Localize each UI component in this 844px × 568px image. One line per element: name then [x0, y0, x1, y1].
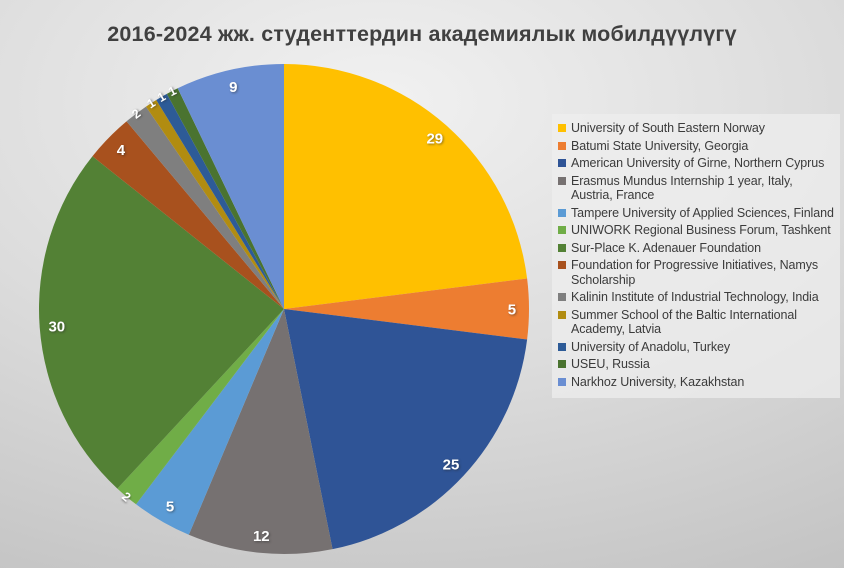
legend-item-11[interactable]: USEU, Russia — [558, 357, 834, 372]
legend-item-label: Sur-Place K. Adenauer Foundation — [571, 240, 761, 255]
legend-item-label: University of Anadolu, Turkey — [571, 339, 730, 354]
legend-swatch-icon — [558, 293, 566, 301]
pie-slice-label-1: 5 — [508, 301, 516, 318]
legend-item-2[interactable]: American University of Girne, Northern C… — [558, 156, 834, 171]
legend-item-label: American University of Girne, Northern C… — [571, 156, 825, 170]
legend-swatch-icon — [558, 226, 566, 234]
legend-item-7[interactable]: Foundation for Progressive Initiatives, … — [558, 258, 834, 287]
legend-swatch-icon — [558, 377, 566, 386]
legend-item-3[interactable]: Erasmus Mundus Internship 1 year, Italy,… — [558, 174, 834, 203]
legend-item-0[interactable]: University of South Eastern Norway — [558, 121, 834, 136]
chart-title: 2016-2024 жж. студенттердин академиялык … — [107, 22, 737, 46]
pie-slice-8[interactable] — [126, 106, 285, 309]
pie-slice-12[interactable] — [177, 63, 284, 309]
legend-item-label: USEU, Russia — [571, 357, 650, 371]
legend-item-label: Summer School of the Baltic Internationa… — [571, 307, 797, 337]
legend-item-10[interactable]: University of Anadolu, Turkey — [558, 340, 834, 355]
pie-slice-label-6: 30 — [48, 318, 65, 335]
legend-item-label: Narkhoz University, Kazakhstan — [571, 374, 745, 389]
legend-swatch-icon — [558, 124, 566, 132]
legend-swatch-icon — [558, 342, 566, 351]
legend-item-9[interactable]: Summer School of the Baltic Internationa… — [558, 308, 834, 337]
legend-item-label: Kalinin Institute of Industrial Technolo… — [571, 290, 819, 304]
legend-item-1[interactable]: Batumi State University, Georgia — [558, 139, 834, 154]
pie-slice-6[interactable] — [38, 156, 285, 489]
pie-slice-0[interactable] — [284, 64, 528, 309]
pie-slice-7[interactable] — [92, 121, 284, 309]
legend-swatch-icon — [558, 261, 566, 269]
legend-swatch-icon — [558, 141, 566, 150]
legend-swatch-icon — [558, 243, 566, 252]
legend-item-label: University of South Eastern Norway — [571, 121, 765, 135]
legend-item-label: Foundation for Progressive Initiatives, … — [571, 258, 818, 287]
pie-slice-10[interactable] — [156, 93, 284, 309]
legend-item-4[interactable]: Tampere University of Applied Sciences, … — [558, 206, 834, 221]
legend: University of South Eastern Norway Batumi… — [552, 114, 840, 398]
legend-swatch-icon — [558, 176, 566, 185]
pie-slice-4[interactable] — [136, 309, 284, 535]
pie-slice-label-4: 5 — [166, 499, 174, 516]
pie-slice-label-0: 29 — [426, 130, 443, 147]
legend-item-label: Tampere University of Applied Sciences, … — [571, 205, 834, 220]
pie-slice-label-3: 12 — [253, 528, 270, 545]
legend-item-12[interactable]: Narkhoz University, Kazakhstan — [558, 375, 834, 390]
legend-item-label: Erasmus Mundus Internship 1 year, Italy,… — [571, 173, 793, 203]
pie-slice-label-7: 4 — [117, 142, 126, 159]
legend-swatch-icon — [558, 310, 566, 319]
pie-slice-9[interactable] — [145, 99, 284, 309]
pie-slice-label-12: 9 — [229, 79, 237, 96]
legend-swatch-icon — [558, 208, 566, 217]
pie-slice-3[interactable] — [188, 309, 333, 554]
pie-slice-11[interactable] — [166, 88, 284, 309]
legend-swatch-icon — [558, 159, 566, 167]
pie-slice-5[interactable] — [117, 309, 284, 505]
pie-slice-2[interactable] — [284, 309, 528, 550]
legend-swatch-icon — [558, 360, 566, 368]
legend-item-8[interactable]: Kalinin Institute of Industrial Technolo… — [558, 290, 834, 305]
legend-item-label: UNIWORK Regional Business Forum, Tashken… — [571, 223, 831, 237]
pie-slice-1[interactable] — [284, 278, 530, 340]
pie-slice-label-2: 25 — [443, 456, 460, 473]
legend-item-5[interactable]: UNIWORK Regional Business Forum, Tashken… — [558, 223, 834, 238]
legend-item-6[interactable]: Sur-Place K. Adenauer Foundation — [558, 241, 834, 256]
legend-item-label: Batumi State University, Georgia — [571, 138, 749, 153]
